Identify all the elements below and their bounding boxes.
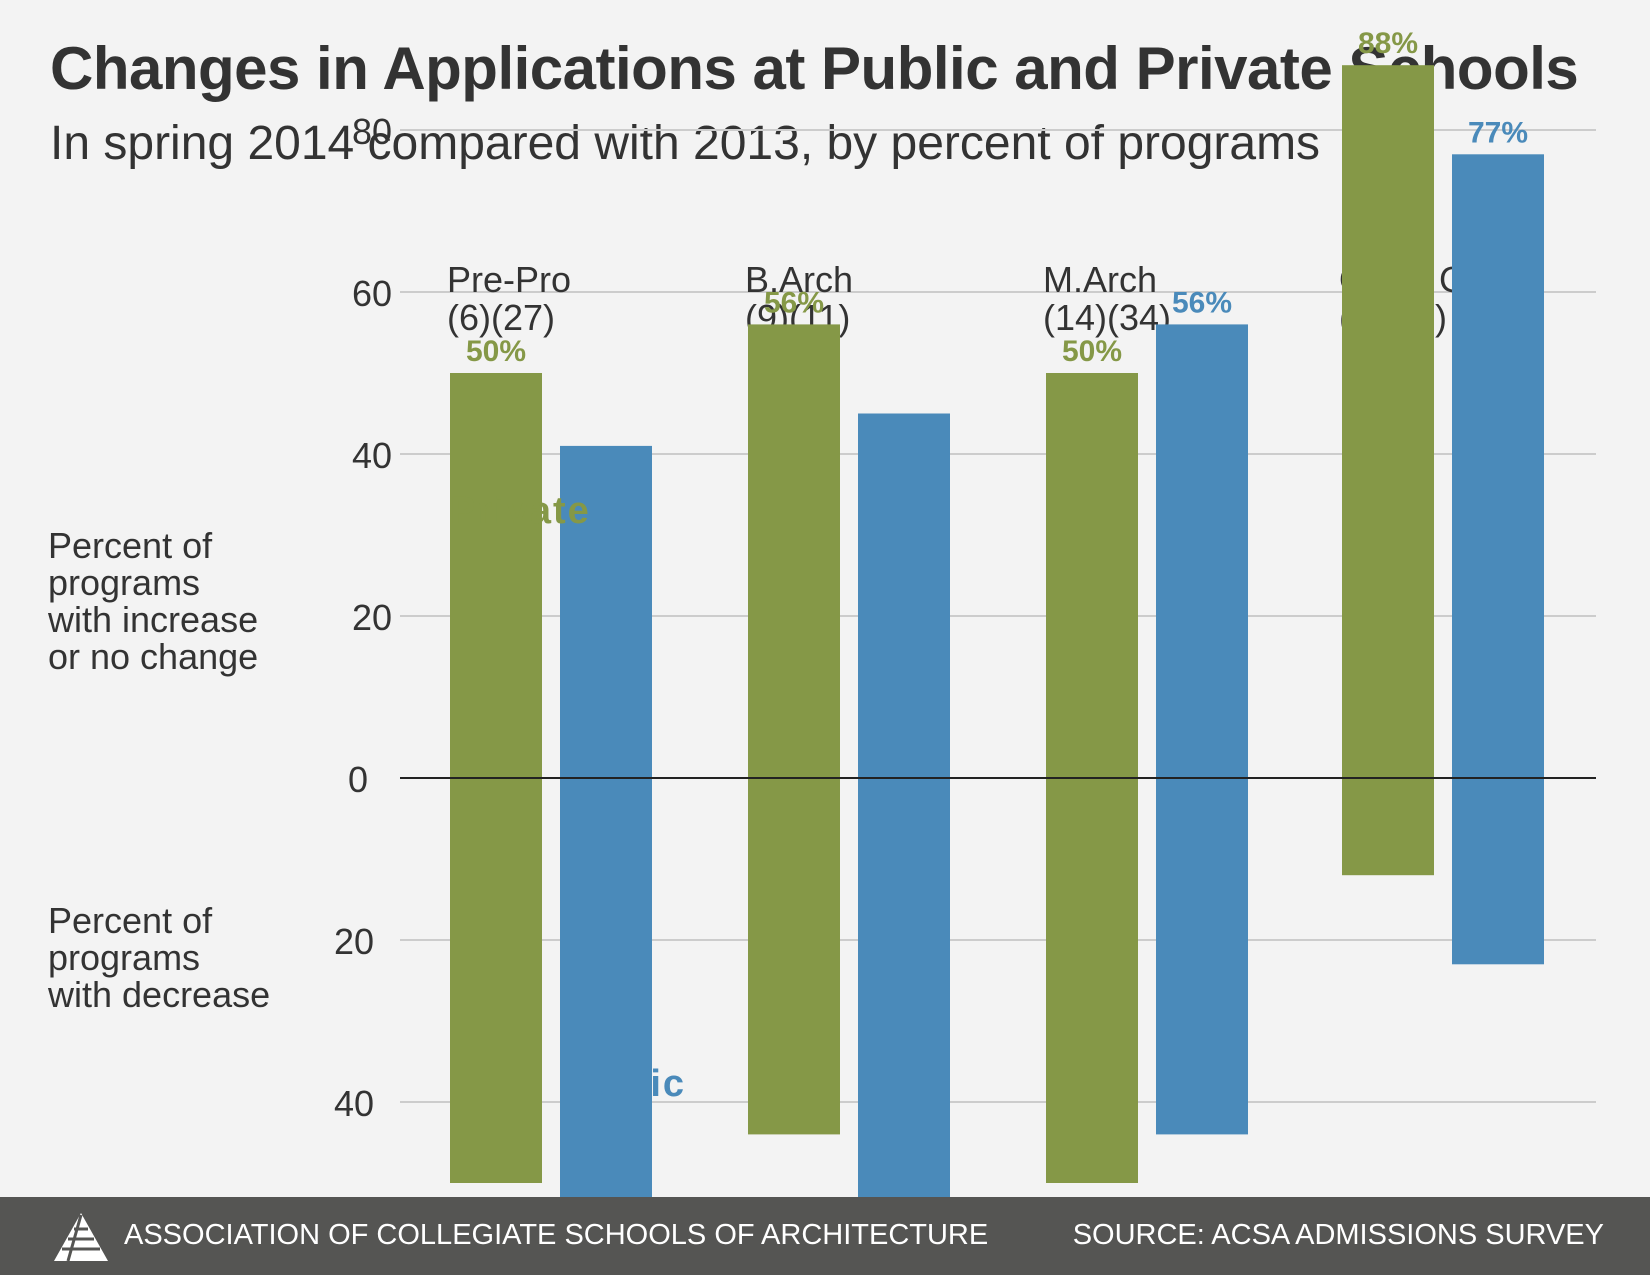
y-axis-label-increase: Percent of bbox=[48, 525, 213, 566]
footer: ASSOCIATION OF COLLEGIATE SCHOOLS OF ARC… bbox=[0, 1197, 1650, 1275]
acsa-logo-icon bbox=[54, 1213, 108, 1262]
bar-public bbox=[858, 413, 950, 1197]
y-tick-label: 20 bbox=[334, 921, 374, 962]
y-tick-label: 40 bbox=[334, 1083, 374, 1124]
y-tick-label: 80 bbox=[352, 111, 392, 152]
legend-private: Private bbox=[450, 490, 591, 532]
y-axis-label-decrease: programs bbox=[48, 937, 200, 978]
y-axis-label-increase: programs bbox=[48, 562, 200, 603]
bar-public bbox=[1156, 324, 1248, 1135]
y-axis-label-increase: or no change bbox=[48, 636, 258, 677]
data-label: 50% bbox=[1062, 335, 1122, 368]
y-axis-label-increase: with increase bbox=[47, 599, 258, 640]
chart-title: Changes in Applications at Public and Pr… bbox=[50, 35, 1579, 102]
y-tick-label: 60 bbox=[352, 273, 392, 314]
y-tick-label: 0 bbox=[348, 759, 368, 800]
y-axis-label-decrease: Percent of bbox=[48, 900, 213, 941]
category-count: (6)(27) bbox=[447, 297, 555, 338]
category-label: Pre-Pro bbox=[447, 259, 571, 300]
footer-organization: ASSOCIATION OF COLLEGIATE SCHOOLS OF ARC… bbox=[124, 1219, 989, 1251]
data-label: 56% bbox=[764, 286, 824, 319]
legend-public: Public bbox=[560, 1063, 686, 1105]
y-tick-label: 40 bbox=[352, 435, 392, 476]
bar-private bbox=[748, 324, 840, 1135]
data-label: 88% bbox=[1358, 27, 1418, 60]
data-label: 77% bbox=[1468, 116, 1528, 149]
category-label: M.Arch bbox=[1043, 259, 1157, 300]
category-label: B.Arch bbox=[745, 259, 853, 300]
bar-public bbox=[560, 445, 652, 1197]
bar-private bbox=[1342, 65, 1434, 876]
data-label: 50% bbox=[466, 335, 526, 368]
y-tick-label: 20 bbox=[352, 597, 392, 638]
data-label: 56% bbox=[1172, 286, 1232, 319]
bar-chart: 100%806040202040600Percent ofprogramswit… bbox=[47, 27, 1596, 1197]
bar-public bbox=[1452, 154, 1544, 965]
footer-source: SOURCE: ACSA ADMISSIONS SURVEY bbox=[1072, 1219, 1604, 1251]
category-count: (14)(34) bbox=[1043, 297, 1171, 338]
chart-subtitle: In spring 2014 compared with 2013, by pe… bbox=[50, 117, 1321, 170]
y-axis-label-decrease: with decrease bbox=[47, 974, 270, 1015]
